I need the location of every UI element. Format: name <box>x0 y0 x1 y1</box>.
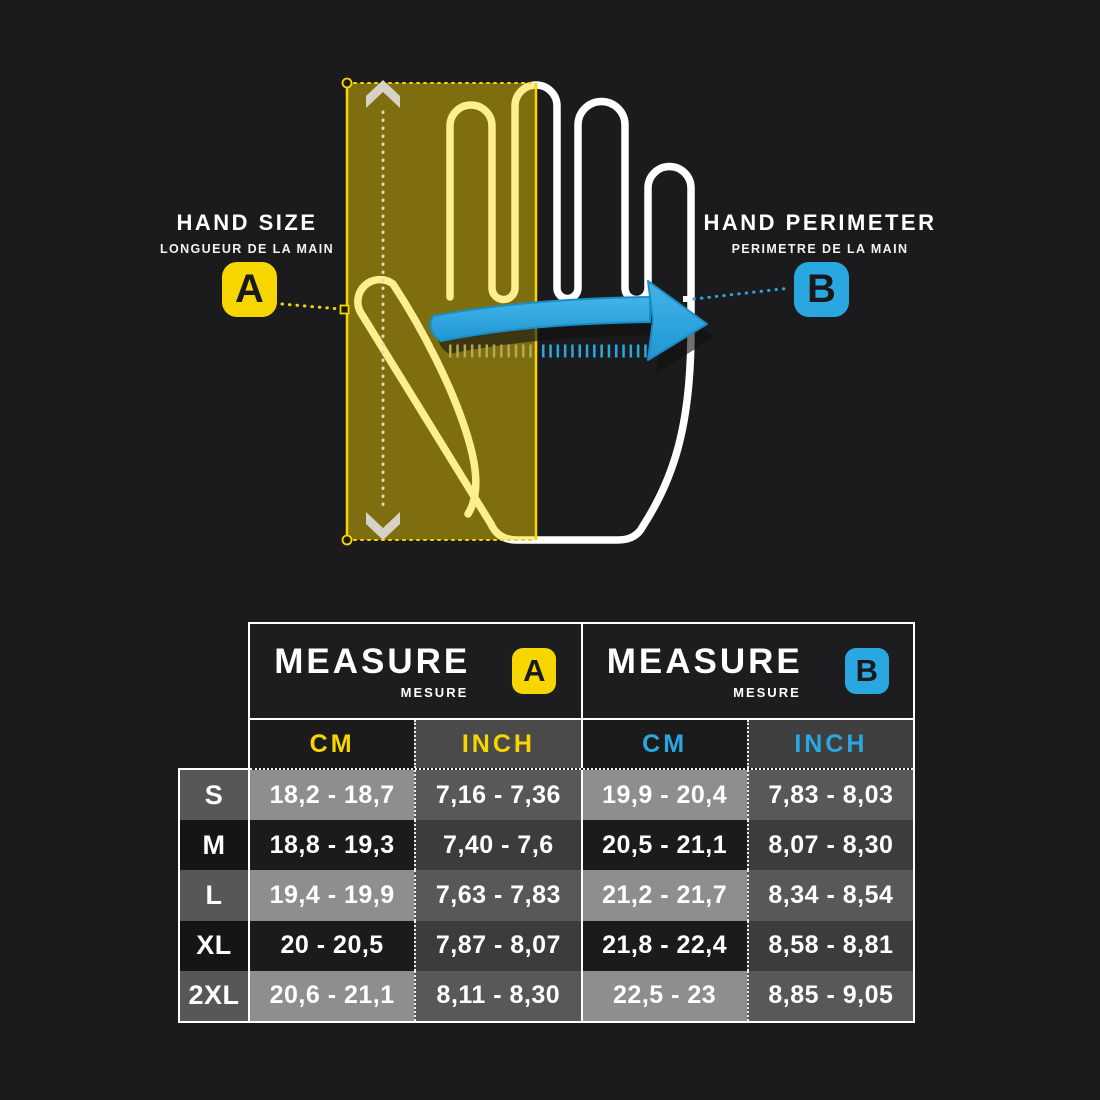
cell-2xl-a-inch: 8,11 - 8,30 <box>414 970 581 1022</box>
cell-xl-b-inch: 8,58 - 8,81 <box>746 920 913 971</box>
hand-size-title: HAND SIZE <box>176 210 318 235</box>
hand-size-subtitle: LONGUEUR DE LA MAIN <box>159 242 335 256</box>
col-header-a-inch: INCH <box>414 720 581 768</box>
size-label-2xl: 2XL <box>180 970 248 1022</box>
size-label-xl: XL <box>180 920 248 971</box>
arrow-right-icon <box>429 280 715 373</box>
corner-handle-top <box>341 77 353 89</box>
hand-length-measure-line <box>366 80 400 540</box>
cell-s-b-cm: 19,9 - 20,4 <box>580 770 747 821</box>
side-handle <box>339 304 350 315</box>
cell-l-a-cm: 19,4 - 19,9 <box>250 870 415 921</box>
cell-m-a-inch: 7,40 - 7,6 <box>414 820 581 871</box>
measure-b-header: MEASURE MESURE B <box>580 624 914 718</box>
table-row-s: 18,2 - 18,7 7,16 - 7,36 19,9 - 20,4 7,83… <box>250 770 913 821</box>
cell-2xl-b-cm: 22,5 - 23 <box>580 970 747 1022</box>
arrow-tip-handle <box>683 296 689 302</box>
table-row-m: 18,8 - 19,3 7,40 - 7,6 20,5 - 21,1 8,07 … <box>250 820 913 871</box>
hand-size-callout: HAND SIZE LONGUEUR DE LA MAIN <box>127 210 367 256</box>
hand-outline <box>354 81 695 544</box>
measure-a-header: MEASURE MESURE A <box>250 624 581 718</box>
table-body: 18,2 - 18,7 7,16 - 7,36 19,9 - 20,4 7,83… <box>250 770 913 1022</box>
table-header: MEASURE MESURE A MEASURE MESURE B <box>250 624 913 718</box>
cell-l-b-inch: 8,34 - 8,54 <box>746 870 913 921</box>
cell-l-a-inch: 7,63 - 7,83 <box>414 870 581 921</box>
size-label-s: S <box>180 770 248 821</box>
col-header-b-cm: CM <box>580 720 747 768</box>
hand-perimeter-callout: HAND PERIMETER PERIMETRE DE LA MAIN <box>700 210 940 256</box>
corner-handle-bottom <box>341 534 353 546</box>
cell-xl-b-cm: 21,8 - 22,4 <box>580 920 747 971</box>
cell-s-a-cm: 18,2 - 18,7 <box>250 770 415 821</box>
hand-perimeter-title: HAND PERIMETER <box>703 210 937 235</box>
connector-b <box>692 286 792 301</box>
cell-m-b-inch: 8,07 - 8,30 <box>746 820 913 871</box>
table-subheader: CM INCH CM INCH <box>250 718 913 770</box>
chevron-up-icon <box>366 80 400 108</box>
cell-2xl-a-cm: 20,6 - 21,1 <box>250 970 415 1022</box>
table-row-2xl: 20,6 - 21,1 8,11 - 8,30 22,5 - 23 8,85 -… <box>250 970 913 1022</box>
hand-perimeter-subtitle: PERIMETRE DE LA MAIN <box>731 242 909 256</box>
size-table: MEASURE MESURE A MEASURE MESURE B CM INC… <box>248 622 915 1023</box>
connector-a <box>280 302 342 311</box>
badge-a-small: A <box>512 648 557 694</box>
size-label-m: M <box>180 820 248 871</box>
size-label-l: L <box>180 870 248 921</box>
cell-m-a-cm: 18,8 - 19,3 <box>250 820 415 871</box>
size-column: S M L XL 2XL <box>178 768 248 1023</box>
badge-b: B <box>794 262 849 317</box>
table-row-xl: 20 - 20,5 7,87 - 8,07 21,8 - 22,4 8,58 -… <box>250 920 913 971</box>
table-row-l: 19,4 - 19,9 7,63 - 7,83 21,2 - 21,7 8,34… <box>250 870 913 921</box>
badge-a: A <box>222 262 277 317</box>
chevron-down-icon <box>366 512 400 540</box>
cell-xl-a-inch: 7,87 - 8,07 <box>414 920 581 971</box>
cell-l-b-cm: 21,2 - 21,7 <box>580 870 747 921</box>
col-header-b-inch: INCH <box>746 720 913 768</box>
measure-b-subtitle: MESURE <box>733 685 801 700</box>
measure-b-title: MEASURE <box>606 642 803 681</box>
cell-xl-a-cm: 20 - 20,5 <box>250 920 415 971</box>
cell-s-b-inch: 7,83 - 8,03 <box>746 770 913 821</box>
col-header-a-cm: CM <box>250 720 415 768</box>
badge-b-small: B <box>844 648 889 694</box>
cell-s-a-inch: 7,16 - 7,36 <box>414 770 581 821</box>
measure-a-subtitle: MESURE <box>400 685 469 700</box>
measure-a-title: MEASURE <box>274 642 471 681</box>
cell-2xl-b-inch: 8,85 - 9,05 <box>746 970 913 1022</box>
cell-m-b-cm: 20,5 - 21,1 <box>580 820 747 871</box>
